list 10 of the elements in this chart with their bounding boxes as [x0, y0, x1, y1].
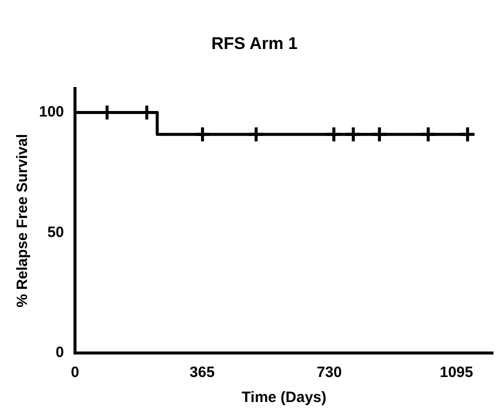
x-tick-label: 365 [190, 364, 215, 382]
y-tick-label: 50 [47, 224, 64, 241]
y-axis-title: % Relapse Free Survival [14, 134, 32, 308]
y-tick-label: 0 [56, 344, 64, 362]
x-tick-label: 1095 [440, 364, 474, 382]
y-tick-label: 100 [38, 104, 64, 121]
x-tick-label: 730 [316, 364, 342, 382]
x-axis-title: Time (Days) [242, 389, 326, 406]
chart-title: RFS Arm 1 [211, 34, 298, 53]
x-tick-label: 0 [70, 364, 80, 382]
